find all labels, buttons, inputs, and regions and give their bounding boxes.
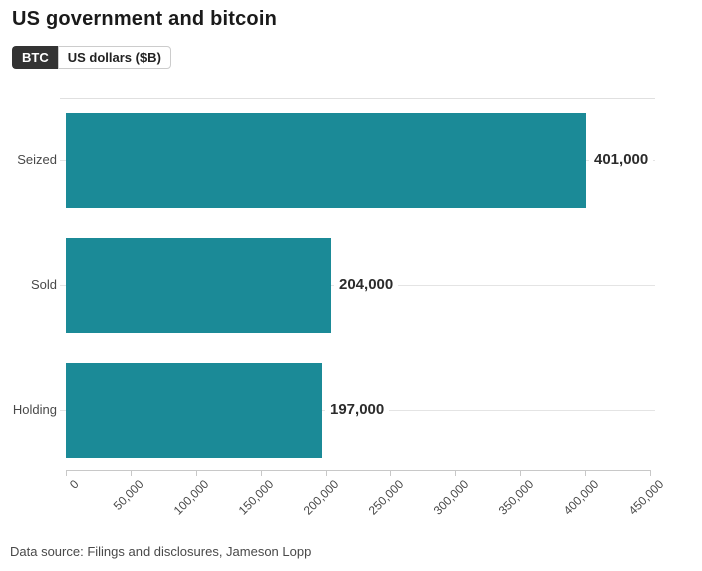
plot-top-border — [60, 98, 655, 99]
x-tick-mark — [585, 470, 587, 476]
x-tick-label: 50,000 — [110, 477, 147, 513]
x-tick-mark — [520, 470, 522, 476]
value-label-sold: 204,000 — [334, 275, 399, 294]
category-label-seized: Seized — [17, 152, 57, 167]
x-tick-mark — [130, 470, 132, 476]
x-tick-mark — [66, 470, 67, 476]
data-source-note: Data source: Filings and disclosures, Ja… — [10, 544, 312, 559]
x-tick-label: 200,000 — [300, 477, 342, 518]
x-tick-mark — [455, 470, 457, 476]
tab-btc[interactable]: BTC — [12, 46, 58, 69]
bar-sold — [66, 237, 331, 333]
bar-holding — [66, 362, 322, 458]
x-tick-mark — [195, 470, 197, 476]
x-tick-label: 150,000 — [235, 477, 277, 518]
category-label-holding: Holding — [12, 402, 57, 417]
x-tick-label: 400,000 — [560, 477, 602, 518]
value-label-seized: 401,000 — [589, 150, 654, 169]
x-tick-label: 300,000 — [430, 477, 472, 518]
x-tick-mark — [325, 470, 327, 476]
page-title: US government and bitcoin — [12, 8, 278, 30]
bar-seized — [66, 112, 586, 208]
value-label-holding: 197,000 — [325, 400, 390, 419]
tab-us-dollars-b[interactable]: US dollars ($B) — [57, 46, 171, 69]
x-tick-label: 450,000 — [625, 477, 666, 518]
x-tick-label: 0 — [67, 477, 82, 492]
x-tick-label: 350,000 — [495, 477, 537, 518]
x-tick-mark — [260, 470, 262, 476]
x-tick-label: 100,000 — [171, 477, 212, 518]
x-axis-line — [66, 470, 651, 471]
x-tick-label: 250,000 — [365, 477, 407, 518]
x-tick-mark — [390, 470, 392, 476]
unit-toggle: BTC US dollars ($B) — [12, 46, 171, 69]
x-tick-mark — [650, 470, 651, 476]
category-label-sold: Sold — [30, 277, 57, 292]
